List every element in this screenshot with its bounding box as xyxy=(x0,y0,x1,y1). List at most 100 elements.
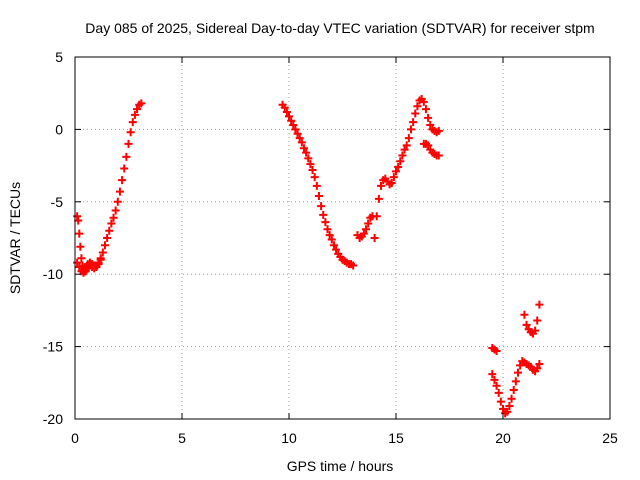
data-point xyxy=(535,300,544,309)
data-point xyxy=(406,125,415,134)
series-segment-3b xyxy=(419,139,443,160)
y-tick-label: -5 xyxy=(51,194,64,210)
data-point xyxy=(492,346,501,355)
y-tick-label: -10 xyxy=(43,266,63,282)
data-point xyxy=(332,245,341,254)
data-point xyxy=(73,258,82,267)
series-segment-1 xyxy=(73,99,146,276)
data-point xyxy=(122,152,131,161)
data-point xyxy=(280,103,289,112)
data-point xyxy=(490,375,499,384)
data-point xyxy=(387,178,396,187)
data-point xyxy=(496,397,505,406)
data-point xyxy=(128,118,137,127)
y-tick-label: -20 xyxy=(43,411,63,427)
data-point xyxy=(75,262,84,271)
x-tick-label: 20 xyxy=(495,430,511,446)
data-point xyxy=(392,167,400,176)
data-point xyxy=(535,359,544,368)
data-point xyxy=(374,194,383,203)
data-point xyxy=(109,213,118,222)
data-point xyxy=(372,212,381,221)
data-point xyxy=(329,241,338,250)
data-point xyxy=(531,326,540,335)
data-point xyxy=(289,121,298,130)
data-point xyxy=(130,110,139,119)
data-point xyxy=(349,261,358,270)
data-point xyxy=(402,141,411,150)
data-point xyxy=(396,157,405,166)
data-point xyxy=(389,173,398,182)
series-segment-1b xyxy=(73,255,105,277)
data-point xyxy=(137,99,146,108)
data-point xyxy=(317,202,326,211)
data-point xyxy=(299,144,308,153)
data-point xyxy=(424,141,433,150)
data-point xyxy=(370,234,379,242)
data-point xyxy=(124,139,133,148)
data-point xyxy=(94,260,103,269)
data-point xyxy=(308,165,317,174)
x-tick-label: 25 xyxy=(602,430,618,446)
axis-ticks: 0 5 10 15 20 25 5 0 -5 -10 -15 -20 xyxy=(43,49,618,446)
data-point xyxy=(310,173,319,182)
data-point xyxy=(293,129,302,138)
data-point xyxy=(323,225,332,234)
data-point xyxy=(100,241,109,250)
x-tick-label: 10 xyxy=(281,430,297,446)
data-point xyxy=(434,126,443,135)
series-segment-4c xyxy=(520,300,544,338)
series-segment-4 xyxy=(488,357,544,418)
data-point xyxy=(325,231,334,240)
data-point xyxy=(421,105,430,114)
y-tick-label: -15 xyxy=(43,339,63,355)
chart-title: Day 085 of 2025, Sidereal Day-to-day VTE… xyxy=(85,20,594,36)
data-point xyxy=(287,116,296,125)
x-axis-label: GPS time / hours xyxy=(287,458,394,474)
data-point xyxy=(96,255,105,264)
data-point xyxy=(494,388,503,397)
data-point xyxy=(411,109,420,118)
data-point xyxy=(120,164,129,173)
x-tick-label: 5 xyxy=(178,430,186,446)
data-point xyxy=(77,254,86,263)
data-point xyxy=(295,134,304,143)
x-tick-label: 15 xyxy=(388,430,404,446)
data-point xyxy=(394,163,403,172)
data-point xyxy=(505,401,514,410)
data-point xyxy=(513,368,522,377)
data-point xyxy=(509,386,518,395)
data-point xyxy=(74,216,83,225)
data-point xyxy=(113,197,122,206)
data-point xyxy=(409,118,418,127)
data-point xyxy=(398,151,407,160)
data-point xyxy=(126,128,135,137)
data-point xyxy=(522,320,531,329)
data-point xyxy=(424,113,433,122)
data-point xyxy=(285,112,293,121)
data-point xyxy=(321,218,330,227)
data-point xyxy=(297,138,306,147)
data-point xyxy=(111,206,120,215)
data-point xyxy=(516,361,525,370)
data-point xyxy=(377,181,386,190)
x-tick-label: 0 xyxy=(71,430,79,446)
data-point xyxy=(306,160,315,169)
data-point xyxy=(520,310,529,319)
data-point xyxy=(400,145,409,154)
data-point xyxy=(499,404,507,413)
data-point xyxy=(118,176,127,185)
data-point xyxy=(115,187,124,196)
plot-frame xyxy=(74,56,611,420)
data-point xyxy=(364,219,373,228)
data-point xyxy=(319,210,328,219)
data-point xyxy=(413,102,422,111)
data-point xyxy=(359,229,368,238)
data-point xyxy=(105,226,114,235)
series-segment-2 xyxy=(278,100,358,270)
data-point xyxy=(282,108,291,117)
y-tick-label: 0 xyxy=(55,121,63,137)
data-point xyxy=(533,364,542,373)
